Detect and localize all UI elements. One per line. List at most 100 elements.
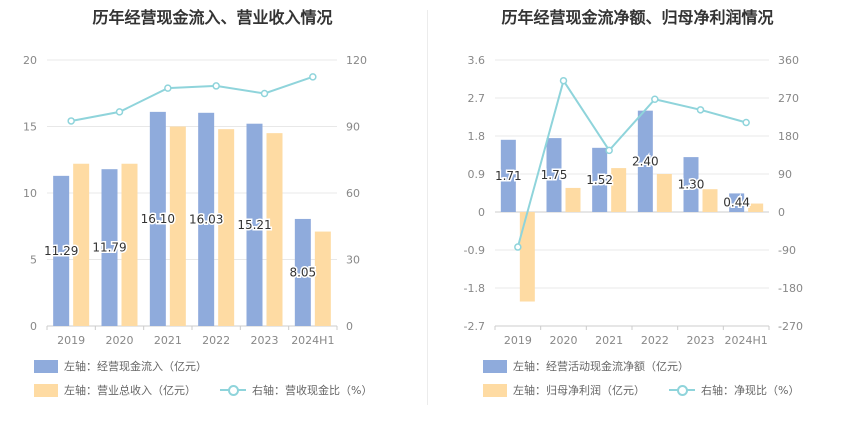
x-tick-label: 2021 xyxy=(154,334,182,347)
bar-series-2 xyxy=(748,203,764,212)
legend-label: 右轴：净现比（%） xyxy=(701,384,800,397)
x-tick-label: 2020 xyxy=(106,334,134,347)
bar-data-label: 1.71 xyxy=(495,169,522,183)
legend-left-revenue[interactable]: 左轴：营业总收入（亿元） xyxy=(34,382,196,398)
legend-label: 左轴：经营活动现金流净额（亿元） xyxy=(513,360,689,373)
line-point xyxy=(696,106,705,114)
bar-data-label: 8.05 xyxy=(289,265,316,279)
x-tick-label: 2024H1 xyxy=(725,334,768,347)
line-point xyxy=(559,76,568,85)
x-tick-label: 2019 xyxy=(504,334,532,347)
chart-right-plot: -2.7 -270 -1.8 -180 -0.9 -90 0 0 0.9 90 1.8 180 2.7 2… xyxy=(464,54,803,347)
chart-right-panel: 历年经营现金流净额、归母净利润情况 -2.7 -270 -1.8 -180 -0.9 -9… xyxy=(425,0,850,437)
y-left-tick-label: -2.7 xyxy=(464,320,485,333)
bar-series-2 xyxy=(611,168,627,212)
y-left-tick-label: 0.9 xyxy=(468,168,486,181)
line-point xyxy=(605,146,613,155)
bar-series-2 xyxy=(519,212,535,302)
bar-data-label: 11.29 xyxy=(44,244,78,258)
y-right-tick-label: 120 xyxy=(346,54,367,67)
bar-series-2 xyxy=(565,187,581,212)
line-point xyxy=(115,108,124,116)
legend-left-ratio[interactable]: 右轴：营收现金比（%） xyxy=(220,382,372,398)
y-right-tick-label: 90 xyxy=(778,168,792,181)
line-point xyxy=(309,73,317,81)
legend-swatch-orange xyxy=(34,383,58,397)
y-left-tick-label: 0 xyxy=(478,206,485,219)
y-right-tick-label: 0 xyxy=(778,206,785,219)
bar-series-1 xyxy=(53,175,70,326)
y-left-tick-label: 10 xyxy=(23,187,37,200)
bar-series-1 xyxy=(149,111,166,327)
line-point xyxy=(164,84,172,92)
bar-data-label: 16.10 xyxy=(141,212,175,226)
x-tick-label: 2023 xyxy=(687,334,715,347)
legend-right-net-cash[interactable]: 左轴：经营活动现金流净额（亿元） xyxy=(483,358,689,374)
y-right-tick-label: 0 xyxy=(346,320,353,333)
bar-series-2 xyxy=(656,174,672,212)
legend-swatch-orange xyxy=(483,383,507,397)
legend-label: 右轴：营收现金比（%） xyxy=(252,384,373,397)
bar-series-2 xyxy=(266,133,283,326)
bar-data-label: 16.03 xyxy=(189,212,223,226)
line-series-ratio xyxy=(70,75,314,122)
legend-left-cash-inflow[interactable]: 左轴：经营现金流入（亿元） xyxy=(34,358,207,374)
y-right-tick-label: -270 xyxy=(778,320,803,333)
bar-data-label: 1.75 xyxy=(541,168,568,182)
line-point xyxy=(742,118,750,127)
legend-swatch-line xyxy=(669,383,695,397)
chart-left-title: 历年经营现金流入、营业收入情况 xyxy=(92,8,333,27)
y-left-tick-label: 2.7 xyxy=(468,92,486,105)
bar-series-1 xyxy=(294,218,311,326)
line-point xyxy=(651,95,659,104)
bar-series-1 xyxy=(500,139,516,212)
y-right-tick-label: 270 xyxy=(778,92,799,105)
bar-data-label: 15.21 xyxy=(237,218,271,232)
legend-right-ratio[interactable]: 右轴：净现比（%） xyxy=(669,382,799,398)
x-tick-label: 2021 xyxy=(595,334,623,347)
legend-label: 左轴：归母净利润（亿元） xyxy=(513,384,645,397)
y-left-tick-label: -0.9 xyxy=(464,244,485,257)
line-point xyxy=(514,243,522,251)
legend-label: 左轴：经营现金流入（亿元） xyxy=(64,360,207,373)
y-right-tick-label: 180 xyxy=(778,130,799,143)
bar-series-1 xyxy=(246,123,263,326)
legend-label: 左轴：营业总收入（亿元） xyxy=(64,384,196,397)
bar-series-1 xyxy=(592,147,608,212)
y-left-tick-label: 0 xyxy=(30,320,37,333)
y-right-tick-label: 60 xyxy=(346,187,360,200)
x-tick-label: 2022 xyxy=(641,334,669,347)
chart-right-title: 历年经营现金流净额、归母净利润情况 xyxy=(501,8,774,27)
y-right-tick-label: -180 xyxy=(778,282,803,295)
line-point xyxy=(260,89,269,98)
y-right-tick-label: -90 xyxy=(778,244,796,257)
y-left-tick-label: 1.8 xyxy=(468,130,486,143)
y-right-tick-label: 360 xyxy=(778,54,799,67)
bar-data-label: 1.52 xyxy=(586,173,613,187)
line-point xyxy=(212,82,220,90)
y-left-tick-label: 3.6 xyxy=(468,54,486,67)
bar-series-1 xyxy=(729,193,745,212)
bar-series-2 xyxy=(314,231,331,326)
x-tick-label: 2019 xyxy=(57,334,85,347)
bar-data-label: 2.40 xyxy=(632,154,659,168)
bar-series-1 xyxy=(546,138,562,212)
legend-swatch-blue xyxy=(483,359,507,373)
legend-swatch-blue xyxy=(34,359,58,373)
bar-series-1 xyxy=(198,112,215,327)
x-tick-label: 2020 xyxy=(550,334,578,347)
line-point xyxy=(67,117,75,125)
chart-left-panel: 历年经营现金流入、营业收入情况 0 0 5 30 10 60 15 90 20 120 11.29 2… xyxy=(23,8,372,398)
x-tick-label: 2023 xyxy=(251,334,279,347)
bar-series-2 xyxy=(121,163,138,326)
panel-divider xyxy=(427,10,428,405)
y-left-tick-label: -1.8 xyxy=(464,282,485,295)
line-series-ratio xyxy=(516,78,747,248)
legend-right-net-profit[interactable]: 左轴：归母净利润（亿元） xyxy=(483,382,645,398)
bar-series-2 xyxy=(218,129,235,326)
legend-swatch-line xyxy=(220,383,246,397)
bar-series-2 xyxy=(169,126,186,326)
chart-left-plot: 0 0 5 30 10 60 15 90 20 120 11.29 2019 11.79 2020 16.1… xyxy=(23,54,367,347)
bar-series-2 xyxy=(73,163,90,326)
bar-data-label: 1.30 xyxy=(678,178,705,192)
